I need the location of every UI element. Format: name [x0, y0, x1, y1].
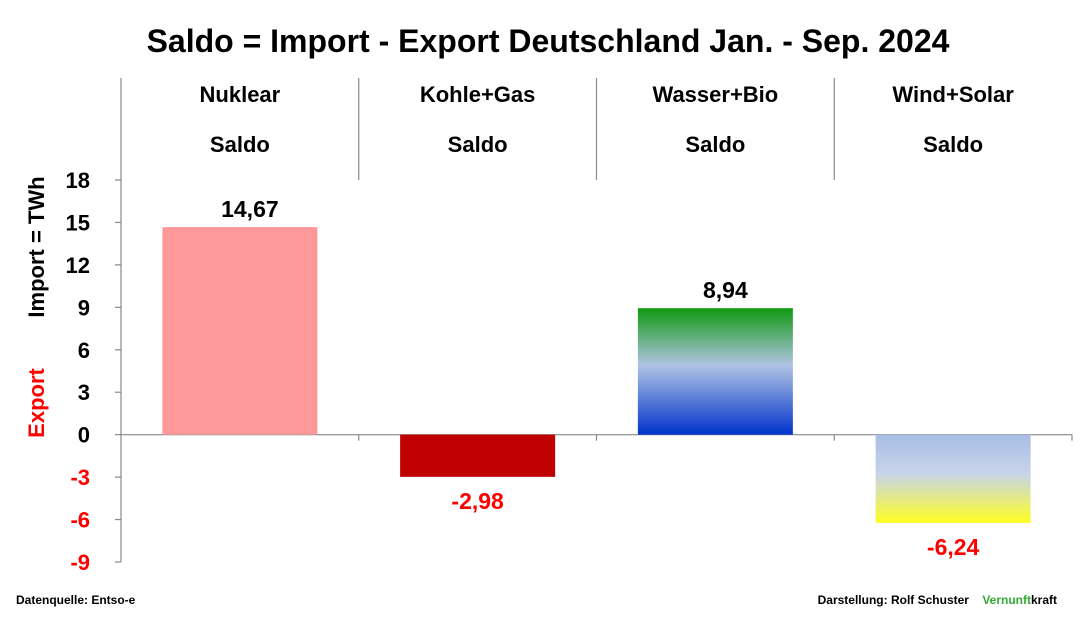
credit-note: Darstellung: Rolf Schuster Vernunftkraft — [818, 593, 1057, 607]
credit-brand-green: Vernunft — [982, 593, 1031, 607]
data-label: -2,98 — [451, 488, 504, 514]
bars — [162, 227, 1031, 523]
category-sublabel: Saldo — [448, 132, 508, 157]
y-tick-label: -3 — [70, 465, 90, 490]
y-tick-label: 18 — [66, 168, 90, 193]
category-sublabel: Saldo — [685, 132, 745, 157]
y-tick-label: -6 — [70, 508, 90, 533]
bar — [875, 434, 1031, 523]
data-label: -6,24 — [927, 534, 980, 560]
labels: Nuklear Saldo 14,67 Kohle+Gas Saldo -2,98 Wass… — [200, 82, 1015, 560]
y-tick-label: 12 — [66, 253, 90, 278]
y-tick-label: 15 — [66, 210, 90, 235]
bar — [162, 227, 318, 435]
source-note: Datenquelle: Entso-e — [16, 593, 136, 607]
bar — [400, 434, 556, 477]
y-tick-label: 3 — [78, 380, 90, 405]
y-tick-label: 9 — [78, 295, 90, 320]
data-label: 8,94 — [703, 277, 748, 303]
category-sublabel: Saldo — [210, 132, 270, 157]
bar — [637, 308, 793, 435]
category-label: Wind+Solar — [892, 82, 1014, 107]
y-tick-label: 0 — [78, 423, 90, 448]
credit-brand-black: kraft — [1030, 593, 1057, 607]
category-label: Nuklear — [200, 82, 281, 107]
category-label: Kohle+Gas — [420, 82, 536, 107]
category-sublabel: Saldo — [923, 132, 983, 157]
category-label: Wasser+Bio — [653, 82, 779, 107]
y-tick-label: 6 — [78, 338, 90, 363]
axes: 18 15 12 9 6 3 0 -3 -6 -9 Import = TWh Export — [24, 78, 1073, 575]
chart-title: Saldo = Import - Export Deutschland Jan.… — [147, 23, 950, 59]
y-axis-label-import: Import = TWh — [24, 176, 49, 317]
y-axis-label-export: Export — [24, 367, 49, 437]
data-label: 14,67 — [221, 196, 279, 222]
credit-author: Darstellung: Rolf Schuster — [817, 593, 969, 607]
y-tick-label: -9 — [70, 550, 90, 575]
